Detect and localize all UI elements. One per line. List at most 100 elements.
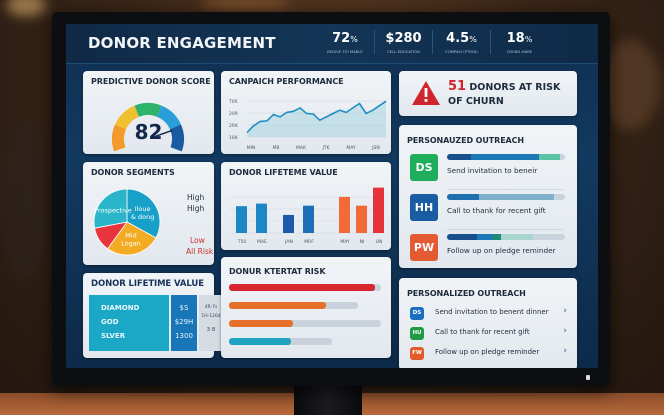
donor-segments-card[interactable]: DONOR SEGMENTS Iloue & dong Mid Logan Prospe… — [83, 162, 214, 265]
x-tick-label: MAY — [346, 145, 356, 151]
pie-slice — [107, 221, 157, 256]
outreach-list-item[interactable]: FW Follow up on pledge reminder › — [407, 346, 567, 362]
card-title: DONOR LIFETEME VALUE — [229, 168, 338, 177]
kpi-value: 72 — [332, 31, 351, 46]
value-column: $S $29H 1300 — [171, 295, 197, 351]
side-label: Low — [190, 236, 205, 245]
y-tick-label: 20R — [229, 111, 238, 117]
score-gauge — [112, 103, 184, 152]
x-tick-label: MB — [273, 145, 280, 151]
pie-slice — [93, 188, 128, 229]
predictive-score-card[interactable]: PREDICTIVE DONOR SCORE 82 — [83, 71, 214, 154]
lifetime-value-bar-chart: T50 MAE JAN MRF MAY NI UN — [229, 187, 384, 245]
outreach-item[interactable]: DS Send invitation to beneir — [407, 152, 565, 186]
note-column: 4R-7s 1H-1264 3 8 — [199, 295, 223, 351]
bar — [283, 214, 294, 233]
progress-segment — [501, 234, 534, 240]
alert-line2: OF CHURN — [448, 96, 504, 107]
segment-side-labels-top: High High — [187, 192, 204, 214]
kpi-value: 18 — [506, 31, 525, 46]
dashboard-screen: DONOR ENGAGEMENT 72% REGIVE TOI MABLE $2… — [66, 24, 598, 368]
card-title: DONOR LIFETIME VALUE — [91, 279, 204, 289]
kpi-unit: % — [524, 35, 533, 44]
side-label: High — [187, 193, 205, 202]
card-title: PREDICTIVE DONOR SCORE — [91, 77, 211, 86]
progress-segment — [470, 154, 540, 160]
chevron-right-icon[interactable]: › — [563, 346, 567, 356]
progress-segment — [478, 194, 555, 200]
tier-value: 1300 — [175, 332, 193, 340]
kpi-unit: % — [350, 35, 358, 44]
kpi-label: CRUNG-HARE — [506, 50, 533, 54]
avatar-badge: HU — [410, 327, 424, 340]
tier-column: DIAMOND GOD SLVER — [89, 295, 169, 351]
tier-value: $29H — [174, 318, 194, 326]
avatar-badge: HH — [410, 194, 438, 221]
card-title: DONOR SEGMENTS — [91, 168, 175, 177]
avatar-badge: DS — [410, 307, 424, 320]
segment-side-labels-bottom: Low All Risk — [186, 235, 213, 257]
gauge-segment — [156, 105, 181, 130]
outreach-card-primary: PERSONAUZED OUTREACH DS Send invitation … — [399, 125, 577, 268]
lifetime-value-bar-card[interactable]: DONOR LIFETEME VALUE T50 MAE JAN MRF MAY NI UN — [221, 162, 391, 250]
chevron-right-icon[interactable]: › — [563, 326, 567, 336]
tier-name: DIAMOND — [101, 304, 140, 312]
avatar-badge: FW — [410, 347, 424, 360]
progress-segment — [476, 234, 492, 240]
outreach-card-secondary: PERSONALIZED OUTREACH DS Send invitation… — [399, 278, 577, 368]
pie-slice-label: & dong — [131, 213, 154, 221]
card-title: DONUR KTERTAT RISK — [229, 267, 326, 276]
outreach-text: Send invitation to benent dinner — [435, 308, 549, 316]
pie-slice-label: Iloue — [135, 205, 151, 213]
outreach-text: Call to thank for recent gift — [435, 328, 530, 336]
avatar-badge: DS — [410, 154, 438, 181]
x-tick-label: NI — [360, 239, 365, 245]
tier-value: $S — [179, 304, 189, 312]
dashboard-header: DONOR ENGAGEMENT 72% REGIVE TOI MABLE $2… — [66, 24, 598, 64]
x-tick-label: MIN — [247, 145, 256, 151]
x-tick-label: UN — [376, 239, 383, 245]
outreach-list-item[interactable]: DS Send invitation to benent dinner › — [407, 306, 567, 322]
risk-bar-track — [229, 338, 333, 345]
donor-risk-card[interactable]: DONUR KTERTAT RISK — [221, 257, 391, 358]
kpi-label: COMPAVI (PTION) — [445, 50, 478, 54]
x-tick-label: JSN — [371, 145, 380, 151]
gauge-segment — [169, 124, 184, 152]
line-series — [246, 100, 387, 134]
x-tick-label: T50 — [237, 239, 247, 245]
outreach-item[interactable]: HH Call to thank for recent gift — [407, 192, 565, 226]
monitor-stand — [294, 384, 362, 415]
churn-alert-card[interactable]: 51 DONORS AT RISK OF CHURN — [399, 71, 577, 116]
bar — [256, 203, 267, 233]
tier-note: 3 8 — [206, 327, 216, 333]
progress-bar — [447, 154, 565, 160]
chevron-right-icon[interactable]: › — [563, 306, 567, 316]
x-tick-label: MAE — [257, 239, 267, 245]
gauge-needle — [155, 129, 173, 138]
progress-segment — [539, 154, 561, 160]
lifetime-value-table-card[interactable]: DONOR LIFETIME VALUE DIAMOND GOD SLVER $… — [83, 273, 223, 358]
campaign-performance-card[interactable]: CANPAICH PERFORMANCE T0R 20R 2RK 16K MIN MB MA… — [221, 71, 391, 154]
risk-bar-track — [229, 284, 381, 291]
churn-count: 51 — [448, 79, 467, 94]
campaign-line-chart: T0R 20R 2RK 16K MIN MB MAK JTK MAY JSN — [228, 99, 387, 151]
kpi-strip: 72% REGIVE TOI MABLE $280 CELL-EDUCATION… — [316, 30, 548, 54]
tier-note: 4R-7s — [204, 305, 218, 310]
divider — [447, 229, 563, 230]
kpi-value: 4.5 — [446, 31, 470, 46]
progress-segment — [491, 234, 502, 240]
outreach-list-item[interactable]: HU Call to thank for recent gift › — [407, 326, 567, 342]
bar — [339, 196, 350, 233]
area-fill — [247, 101, 386, 137]
outreach-item[interactable]: PW Follow up on pledge reminder — [407, 232, 565, 266]
pie-slice-label: Mid — [125, 232, 137, 240]
progress-bar — [447, 234, 565, 240]
kpi-item: $280 CELL-EDUCATION — [374, 30, 432, 54]
power-indicator-icon[interactable] — [586, 375, 590, 380]
bar — [236, 206, 247, 233]
tier-name: GOD — [101, 318, 119, 326]
risk-bar-track — [229, 320, 381, 327]
kpi-item: 18% CRUNG-HARE — [490, 30, 548, 54]
gauge-segment — [115, 105, 140, 130]
